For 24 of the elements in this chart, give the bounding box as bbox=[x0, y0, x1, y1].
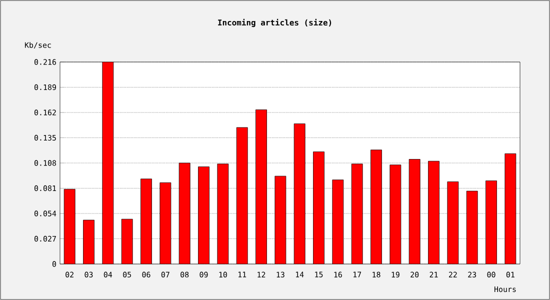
bar bbox=[313, 152, 324, 264]
bar bbox=[466, 190, 478, 264]
bar bbox=[351, 164, 363, 264]
bar bbox=[217, 164, 229, 264]
bar bbox=[390, 164, 402, 264]
bar bbox=[198, 166, 210, 264]
bar bbox=[447, 182, 459, 264]
bar bbox=[486, 180, 497, 264]
bar bbox=[122, 219, 133, 264]
bar bbox=[64, 188, 76, 264]
bar bbox=[370, 150, 382, 264]
bar bbox=[256, 109, 267, 264]
bar bbox=[504, 153, 516, 264]
bar bbox=[428, 160, 440, 264]
bar bbox=[102, 62, 114, 264]
bar bbox=[294, 124, 306, 264]
bar bbox=[408, 159, 420, 264]
bar bbox=[274, 176, 286, 264]
bar bbox=[178, 162, 190, 264]
bar bbox=[83, 220, 94, 264]
bar bbox=[332, 180, 344, 264]
bar bbox=[140, 178, 152, 264]
bar bbox=[160, 182, 172, 264]
bar bbox=[236, 127, 248, 264]
